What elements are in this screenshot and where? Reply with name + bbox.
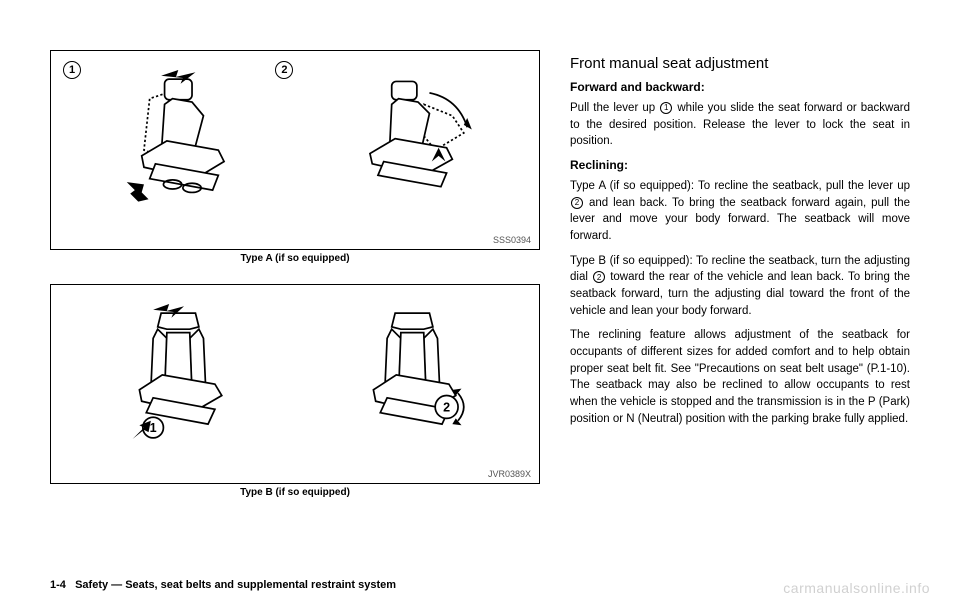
paragraph-reclining-note: The reclining feature allows adjustment … — [570, 327, 910, 427]
svg-text:1: 1 — [149, 421, 156, 435]
watermark-text: carmanualsonline.info — [783, 580, 930, 596]
figure-b-ref: JVR0389X — [488, 469, 531, 479]
subheading-reclining: Reclining: — [570, 158, 910, 172]
subheading-forward-backward: Forward and backward: — [570, 80, 910, 94]
figure-a-ref: SSS0394 — [493, 235, 531, 245]
figure-a-caption: Type A (if so equipped) — [50, 253, 540, 264]
svg-text:2: 2 — [443, 400, 450, 414]
page-number: 1-4 — [50, 579, 66, 591]
paragraph-reclining-type-b: Type B (if so equipped): To recline the … — [570, 253, 910, 320]
figure-b-caption: Type B (if so equipped) — [50, 487, 540, 498]
figure-b-box: 1 2 JVR0389X — [50, 284, 540, 484]
inline-callout-2a: 2 — [571, 197, 583, 209]
seat-diagram-a-left — [73, 70, 284, 230]
para2-text-b: and lean back. To bring the seatback for… — [570, 197, 910, 242]
figure-a-callout-1: 1 — [63, 61, 81, 79]
paragraph-reclining-type-a: Type A (if so equipped): To recline the … — [570, 178, 910, 245]
chapter-title: Safety — Seats, seat belts and supplemen… — [75, 579, 396, 591]
figure-a-box: 1 2 — [50, 50, 540, 250]
figure-a-callout-2: 2 — [275, 61, 293, 79]
section-heading: Front manual seat adjustment — [570, 55, 910, 72]
figures-column: 1 2 — [50, 50, 540, 581]
inline-callout-1: 1 — [660, 102, 672, 114]
inline-callout-2b: 2 — [593, 271, 605, 283]
paragraph-forward-backward: Pull the lever up 1 while you slide the … — [570, 100, 910, 150]
para1-text-a: Pull the lever up — [570, 102, 659, 114]
seat-diagram-a-right — [307, 70, 518, 230]
para2-text-a: Type A (if so equipped): To recline the … — [570, 180, 910, 192]
para3-text-b: toward the rear of the vehicle and lean … — [570, 271, 910, 316]
text-column: Front manual seat adjustment Forward and… — [570, 50, 910, 581]
seat-diagram-b-left: 1 — [73, 304, 284, 464]
page-footer: 1-4 Safety — Seats, seat belts and suppl… — [50, 579, 396, 591]
seat-diagram-b-right: 2 — [307, 304, 518, 464]
